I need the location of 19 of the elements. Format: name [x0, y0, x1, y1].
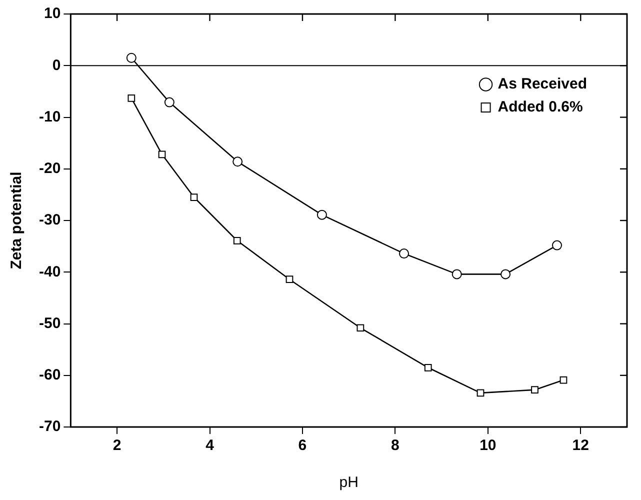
- y-tick-label: -60: [38, 366, 61, 384]
- y-tick-label: -30: [38, 212, 61, 229]
- y-tick-label: -70: [38, 418, 61, 436]
- x-tick-label: 2: [112, 437, 122, 454]
- y-tick-label: -10: [38, 108, 61, 126]
- y-tick-label: -20: [38, 160, 61, 178]
- y-tick-label: -40: [38, 263, 61, 280]
- x-tick-label: 4: [206, 437, 215, 454]
- x-tick-label: 6: [298, 437, 307, 454]
- y-axis-title: Zeta potential: [8, 172, 26, 270]
- legend-label: Added 0.6%: [498, 98, 583, 116]
- y-tick-label: 0: [52, 56, 61, 74]
- x-tick-label: 12: [572, 437, 589, 454]
- x-tick-label: 10: [480, 437, 496, 454]
- legend-label: As Received: [498, 76, 587, 93]
- y-tick-label: -50: [38, 314, 61, 332]
- x-tick-label: 8: [391, 437, 400, 454]
- x-axis-title: pH: [339, 474, 358, 492]
- y-tick-label: 10: [44, 5, 61, 22]
